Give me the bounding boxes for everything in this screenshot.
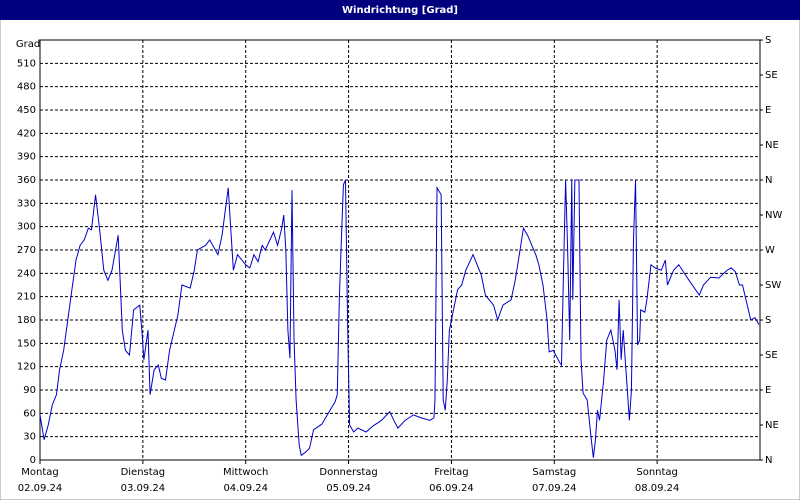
y-tick-label: 330 — [17, 198, 36, 209]
y2-tick-label: S — [765, 315, 771, 326]
y-tick-label: 90 — [23, 385, 36, 396]
y2-tick-label: E — [765, 105, 771, 116]
y2-tick-label: S — [765, 35, 771, 46]
y-tick-label: 210 — [17, 292, 36, 303]
x-tick-label: Sonntag — [636, 467, 678, 478]
x-tick-date: 08.09.24 — [635, 483, 680, 494]
y-tick-label: 0 — [30, 455, 36, 466]
x-tick-date: 03.09.24 — [121, 483, 166, 494]
x-tick-label: Donnerstag — [319, 467, 377, 478]
x-tick-label: Dienstag — [121, 467, 166, 478]
y2-tick-label: E — [765, 385, 771, 396]
y-tick-label: 120 — [17, 362, 36, 373]
chart-title: Windrichtung [Grad] — [342, 5, 458, 16]
y-tick-label: 270 — [17, 245, 36, 256]
x-tick-date: 05.09.24 — [326, 483, 371, 494]
y2-tick-label: SE — [765, 70, 778, 81]
y2-tick-label: W — [765, 245, 775, 256]
x-tick-label: Freitag — [434, 467, 468, 478]
y-tick-label: 450 — [17, 105, 36, 116]
x-tick-label: Samstag — [532, 467, 576, 478]
y2-tick-label: N — [765, 455, 772, 466]
x-tick-date: 07.09.24 — [532, 483, 577, 494]
y2-tick-label: N — [765, 175, 772, 186]
y-tick-label: 180 — [17, 315, 36, 326]
y-tick-label: 360 — [17, 175, 36, 186]
y-tick-label: 240 — [17, 268, 36, 279]
y-tick-label: 480 — [17, 82, 36, 93]
x-tick-date: 04.09.24 — [223, 483, 268, 494]
y-tick-label: 510 — [17, 58, 36, 69]
y2-tick-label: NW — [765, 210, 782, 221]
x-tick-label: Mittwoch — [223, 467, 268, 478]
y2-tick-label: SW — [765, 280, 781, 291]
y-tick-label: 60 — [23, 408, 36, 419]
y2-tick-label: SE — [765, 350, 778, 361]
y-tick-label: 300 — [17, 222, 36, 233]
title-bar — [0, 0, 800, 20]
data-line — [39, 179, 760, 458]
y2-tick-label: NE — [765, 140, 779, 151]
y-tick-label: 30 — [23, 432, 36, 443]
y-axis-label: Grad — [16, 39, 40, 50]
x-tick-date: 06.09.24 — [429, 483, 474, 494]
y2-tick-label: NE — [765, 420, 779, 431]
x-tick-date: 02.09.24 — [18, 483, 63, 494]
y-tick-label: 390 — [17, 152, 36, 163]
y-tick-label: 150 — [17, 338, 36, 349]
y-tick-label: 420 — [17, 128, 36, 139]
x-tick-label: Montag — [21, 467, 58, 478]
